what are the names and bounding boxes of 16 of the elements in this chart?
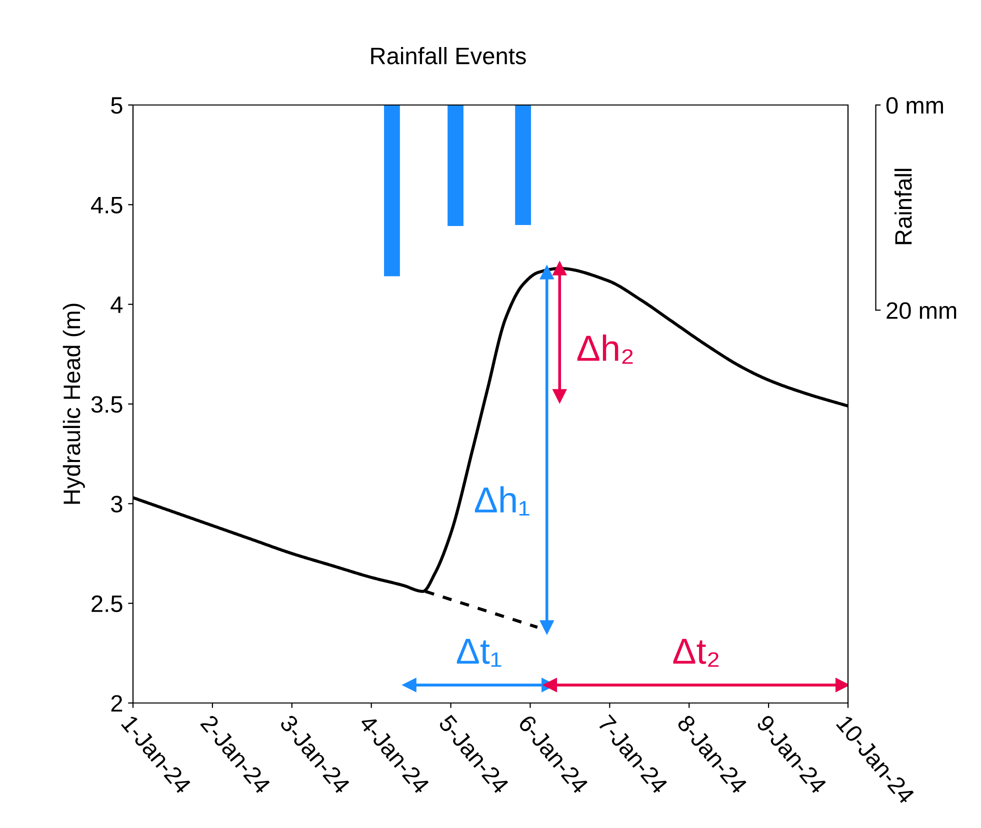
y-tick-label: 4.5 xyxy=(91,196,122,214)
y-tick-label: 4 xyxy=(110,296,123,313)
y2-tick-label: 20 mm xyxy=(886,302,956,319)
y-tick-label: 3 xyxy=(111,496,122,512)
y-tick-label: 2 xyxy=(111,695,122,712)
annotation: Δh₂ xyxy=(577,334,633,364)
annotation: Δh₁ xyxy=(474,486,530,516)
annotation: Δt₁ xyxy=(456,638,502,667)
chart-title: Rainfall Events xyxy=(371,46,526,64)
y-tick-label: 5 xyxy=(111,97,122,114)
y-tick-label: 3.5 xyxy=(91,396,122,413)
annotation: Δt₂ xyxy=(673,638,719,667)
y-axis-title: Hydraulic Head (m) xyxy=(62,304,85,504)
y2-tick-label: 0 mm xyxy=(886,97,943,114)
y-tick-label: 2.5 xyxy=(92,595,122,612)
y2-axis-title: Rainfall xyxy=(894,168,912,244)
